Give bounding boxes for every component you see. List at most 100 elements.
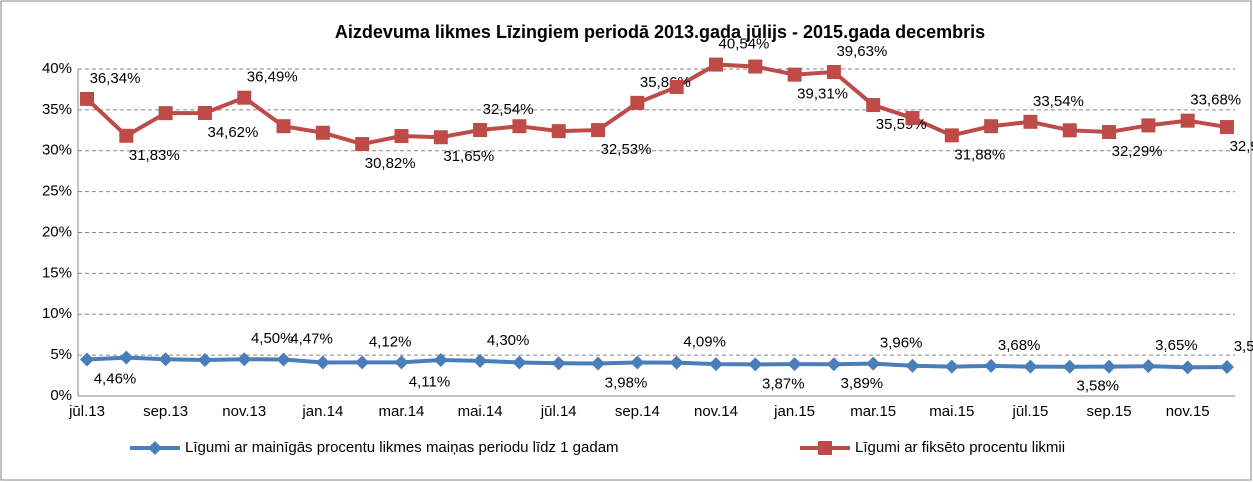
x-tick-label: mai.15	[929, 403, 974, 420]
data-label: 4,11%	[409, 373, 450, 390]
marker	[276, 352, 291, 367]
data-label: 3,58%	[1076, 378, 1119, 395]
data-label: 36,34%	[90, 70, 141, 87]
marker	[1062, 123, 1077, 138]
marker	[591, 356, 606, 371]
y-tick-label: 25%	[42, 183, 72, 200]
marker	[119, 350, 134, 365]
data-label: 4,30%	[487, 332, 530, 349]
y-tick-label: 5%	[50, 346, 72, 363]
marker	[630, 355, 645, 370]
marker	[826, 65, 841, 80]
marker	[1141, 118, 1156, 133]
marker	[551, 356, 566, 371]
data-label: 4,50%	[251, 330, 294, 347]
marker	[315, 355, 330, 370]
marker	[787, 357, 802, 372]
data-label: 36,49%	[247, 69, 298, 86]
y-tick-label: 10%	[42, 305, 72, 322]
marker	[80, 91, 94, 106]
y-tick-label: 0%	[50, 387, 72, 404]
x-tick-label: nov.14	[694, 403, 738, 420]
chart-title: Aizdevuma likmes Līzingiem periodā 2013.…	[335, 22, 985, 42]
marker	[866, 98, 881, 113]
marker	[1102, 359, 1117, 374]
marker	[1180, 360, 1195, 375]
data-label: 3,55%	[1234, 338, 1253, 355]
marker	[669, 355, 684, 370]
marker	[1023, 114, 1038, 129]
data-label: 31,65%	[443, 148, 494, 165]
x-tick-label: jan.14	[301, 403, 343, 420]
x-tick-label: sep.15	[1087, 403, 1132, 420]
data-label: 31,83%	[129, 147, 180, 164]
marker	[708, 357, 723, 372]
marker	[708, 57, 723, 72]
marker	[905, 358, 920, 373]
marker	[669, 79, 684, 94]
data-label: 33,68%	[1190, 92, 1241, 109]
data-label: 3,87%	[762, 375, 805, 392]
x-tick-label: sep.14	[615, 403, 660, 420]
y-tick-label: 15%	[42, 264, 72, 281]
x-tick-label: jūl.15	[1012, 403, 1049, 420]
data-label: 32,53%	[601, 141, 652, 158]
marker	[276, 119, 291, 134]
marker	[355, 137, 370, 152]
data-label: 4,09%	[683, 334, 726, 351]
marker	[591, 123, 606, 138]
legend-label: Līgumi ar mainīgās procentu likmes maiņa…	[185, 439, 619, 456]
marker	[551, 124, 566, 139]
marker	[394, 129, 409, 144]
data-label: 34,62%	[207, 124, 258, 141]
data-label: 4,46%	[94, 371, 137, 388]
marker	[512, 355, 527, 370]
y-tick-label: 30%	[42, 142, 72, 159]
data-label: 39,31%	[797, 86, 848, 103]
y-tick-label: 35%	[42, 101, 72, 118]
legend-marker	[818, 441, 832, 455]
marker	[1180, 113, 1195, 128]
x-tick-label: mar.14	[379, 403, 425, 420]
data-label: 32,90%	[1230, 138, 1253, 155]
marker	[1102, 125, 1117, 140]
marker	[158, 106, 173, 121]
marker	[1220, 359, 1234, 374]
data-label: 32,29%	[1112, 143, 1163, 160]
x-tick-label: sep.13	[143, 403, 188, 420]
data-label: 40,54%	[719, 36, 770, 53]
marker	[473, 353, 488, 368]
marker	[237, 352, 252, 367]
marker	[984, 358, 999, 373]
marker	[237, 90, 252, 105]
marker	[1220, 120, 1234, 135]
y-tick-label: 40%	[42, 60, 72, 77]
marker	[512, 119, 527, 134]
marker	[433, 353, 448, 368]
data-label: 4,47%	[290, 330, 333, 347]
data-label: 3,68%	[998, 337, 1041, 354]
x-tick-label: mar.15	[850, 403, 896, 420]
x-tick-label: jan.15	[773, 403, 815, 420]
data-label: 3,96%	[880, 335, 923, 352]
legend-marker	[148, 441, 162, 455]
x-tick-label: nov.15	[1166, 403, 1210, 420]
x-tick-label: nov.13	[222, 403, 266, 420]
marker	[394, 355, 409, 370]
x-tick-label: jūl.13	[68, 403, 105, 420]
marker	[866, 356, 881, 371]
data-label: 3,89%	[841, 375, 884, 392]
marker	[630, 95, 645, 110]
marker	[119, 128, 134, 143]
marker	[748, 59, 763, 74]
marker	[80, 352, 94, 367]
legend-label: Līgumi ar fiksēto procentu likmii	[855, 439, 1065, 456]
marker	[826, 357, 841, 372]
marker	[433, 130, 448, 145]
x-tick-label: mai.14	[458, 403, 503, 420]
data-label: 4,12%	[369, 333, 412, 350]
data-label: 39,63%	[836, 43, 887, 60]
marker	[315, 125, 330, 140]
